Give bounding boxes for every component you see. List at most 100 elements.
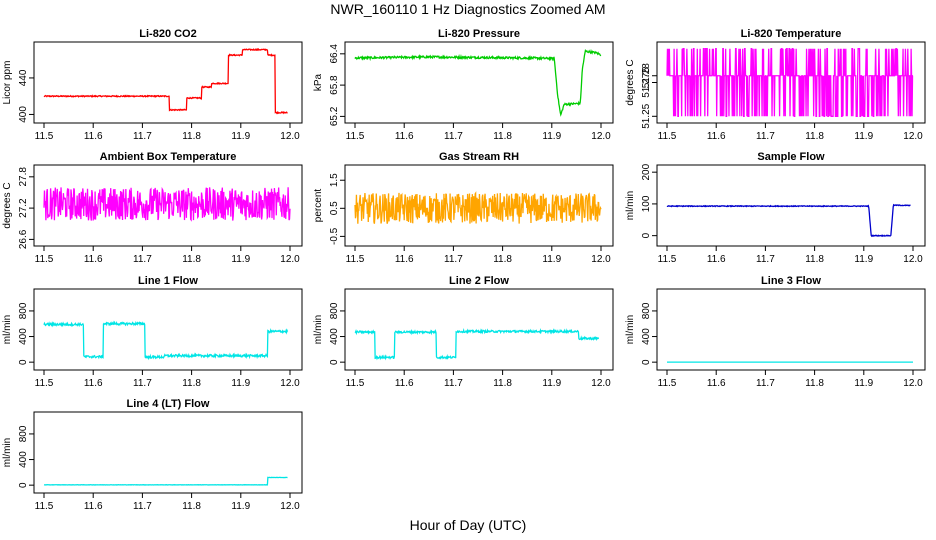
panel-6: Sample Flow 11.5 11.6 11.7 11.8 11.9 12.0 0 100 2… bbox=[625, 151, 926, 265]
x-tick-label: 11.6 bbox=[395, 378, 414, 389]
panel-frame bbox=[344, 41, 614, 124]
x-tick-label: 11.5 bbox=[35, 131, 54, 142]
x-tick-label: 11.5 bbox=[658, 254, 677, 265]
x-tick-label: 11.8 bbox=[805, 378, 824, 389]
x-tick-label: 12.0 bbox=[903, 131, 923, 142]
panel-2: Li-820 Pressure 11.5 11.6 11.7 11.8 11.9 12.0 6… bbox=[313, 28, 614, 142]
y-axis-label: ml/min bbox=[2, 438, 13, 467]
x-tick-label: 11.8 bbox=[182, 254, 201, 265]
x-tick-label: 12.0 bbox=[280, 501, 300, 512]
panel-title: Line 1 Flow bbox=[138, 275, 198, 287]
x-tick-label: 11.7 bbox=[133, 131, 152, 142]
series-line bbox=[43, 186, 291, 222]
series-line bbox=[43, 47, 288, 115]
panel-title: Line 2 Flow bbox=[449, 275, 509, 287]
y-tick-label: 400 bbox=[18, 328, 29, 345]
y-tick-label: 66.4 bbox=[329, 44, 340, 64]
y-tick-label: 0 bbox=[641, 232, 652, 238]
x-tick-label: 11.7 bbox=[756, 378, 775, 389]
series-line bbox=[666, 48, 914, 117]
y-axis-label: percent bbox=[313, 189, 324, 223]
y-axis-label: kPa bbox=[313, 73, 324, 91]
x-tick-label: 11.6 bbox=[395, 131, 414, 142]
series-line bbox=[354, 191, 602, 224]
x-tick-label: 11.8 bbox=[182, 501, 201, 512]
series-line bbox=[43, 320, 289, 361]
x-tick-label: 12.0 bbox=[591, 131, 611, 142]
panel-9: Line 3 Flow 11.5 11.6 11.7 11.8 11.9 12.0 0 400 8… bbox=[625, 275, 926, 389]
x-tick-label: 11.5 bbox=[35, 378, 54, 389]
x-tick-label: 11.8 bbox=[182, 378, 201, 389]
panel-7: Line 1 Flow 11.5 11.6 11.7 11.8 11.9 12.0 0 400 8… bbox=[2, 275, 303, 389]
y-tick-label: 800 bbox=[18, 425, 29, 442]
y-tick-label: 0 bbox=[18, 359, 29, 365]
x-tick-label: 11.7 bbox=[133, 254, 152, 265]
y-tick-label: 400 bbox=[18, 451, 29, 468]
y-axis-label: ml/min bbox=[625, 191, 636, 220]
panel-title: Li-820 Temperature bbox=[741, 28, 842, 40]
panel-frame bbox=[33, 164, 303, 247]
panel-title: Line 3 Flow bbox=[761, 275, 821, 287]
panel-4: Ambient Box Temperature 11.5 11.6 11.7 11.8 1… bbox=[2, 151, 303, 265]
y-axis-label: degrees C bbox=[625, 59, 636, 105]
x-tick-label: 11.8 bbox=[182, 131, 201, 142]
x-tick-label: 11.7 bbox=[756, 254, 775, 265]
y-tick-label: 800 bbox=[18, 302, 29, 319]
x-tick-label: 12.0 bbox=[591, 378, 611, 389]
panel-frame bbox=[344, 164, 614, 247]
x-tick-label: 11.6 bbox=[84, 378, 103, 389]
y-tick-label: 65.2 bbox=[329, 106, 340, 126]
y-tick-label: 27.8 bbox=[18, 167, 29, 187]
x-tick-label: 11.8 bbox=[805, 254, 824, 265]
x-tick-label: 11.7 bbox=[133, 501, 152, 512]
panel-3: Li-820 Temperature 11.5 11.6 11.7 11.8 11.9 12… bbox=[625, 28, 926, 142]
y-tick-label: 26.6 bbox=[18, 229, 29, 249]
y-tick-label: 200 bbox=[641, 163, 652, 180]
y-axis-label: ml/min bbox=[2, 315, 13, 344]
panel-frame bbox=[33, 288, 303, 371]
y-tick-label: 400 bbox=[18, 106, 29, 123]
x-tick-label: 12.0 bbox=[591, 254, 611, 265]
y-tick-label: 800 bbox=[329, 302, 340, 319]
x-tick-label: 11.7 bbox=[444, 131, 463, 142]
panel-title: Ambient Box Temperature bbox=[100, 151, 237, 163]
panel-title: Gas Stream RH bbox=[439, 151, 519, 163]
panel-frame bbox=[656, 288, 926, 371]
x-tick-label: 12.0 bbox=[903, 254, 923, 265]
x-tick-label: 11.7 bbox=[444, 254, 463, 265]
x-tick-label: 11.6 bbox=[707, 131, 726, 142]
x-tick-label: 11.9 bbox=[231, 378, 250, 389]
y-tick-label: 0 bbox=[18, 482, 29, 488]
x-tick-label: 11.5 bbox=[346, 378, 365, 389]
y-tick-label: 800 bbox=[641, 302, 652, 319]
x-tick-label: 11.6 bbox=[84, 501, 103, 512]
x-tick-label: 11.7 bbox=[756, 131, 775, 142]
x-tick-label: 12.0 bbox=[903, 378, 923, 389]
x-tick-label: 11.8 bbox=[805, 131, 824, 142]
x-tick-label: 11.9 bbox=[231, 254, 250, 265]
y-tick-label: 27.2 bbox=[18, 198, 29, 218]
y-tick-label: 51.28 bbox=[641, 63, 652, 88]
figure-x-axis-label: Hour of Day (UTC) bbox=[409, 517, 527, 533]
panel-1: Li-820 CO2 11.5 11.6 11.7 11.8 11.9 12.0 400 440… bbox=[2, 28, 303, 142]
panel-frame bbox=[33, 411, 303, 494]
x-tick-label: 11.9 bbox=[542, 254, 561, 265]
y-tick-label: 51.275 bbox=[641, 67, 652, 98]
x-tick-label: 11.5 bbox=[658, 131, 677, 142]
panel-5: Gas Stream RH 11.5 11.6 11.7 11.8 11.9 12.0 -0.… bbox=[313, 151, 614, 265]
y-axis-label: ml/min bbox=[625, 315, 636, 344]
x-tick-label: 11.9 bbox=[231, 501, 250, 512]
y-tick-label: 0 bbox=[641, 359, 652, 365]
x-tick-label: 12.0 bbox=[280, 378, 300, 389]
x-tick-label: 11.7 bbox=[444, 378, 463, 389]
y-tick-label: -0.5 bbox=[329, 227, 340, 245]
x-tick-label: 11.8 bbox=[493, 378, 512, 389]
series-line bbox=[43, 476, 288, 486]
panel-8: Line 2 Flow 11.5 11.6 11.7 11.8 11.9 12.0 0 400 8… bbox=[313, 275, 614, 389]
x-tick-label: 11.8 bbox=[493, 254, 512, 265]
panel-frame bbox=[33, 41, 303, 124]
panel-title: Li-820 Pressure bbox=[438, 28, 520, 40]
x-tick-label: 11.9 bbox=[542, 378, 561, 389]
x-tick-label: 11.5 bbox=[346, 131, 365, 142]
